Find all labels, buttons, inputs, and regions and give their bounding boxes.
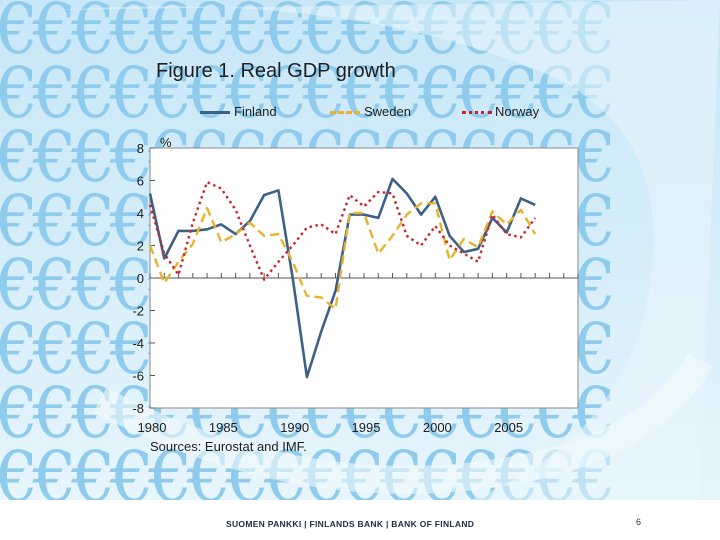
background-swoosh (60, 0, 720, 500)
y-tick-label: 2 (137, 239, 144, 254)
y-tick-label: 4 (137, 206, 144, 221)
footer-text: SUOMEN PANKKI | FINLANDS BANK | BANK OF … (226, 519, 475, 529)
series-line-sweden (148, 202, 537, 311)
x-tick-label: 1985 (209, 420, 238, 435)
y-tick-label: -4 (132, 336, 144, 351)
euro-glyph-row: €€€€€€€€€€€€€€€€ (0, 52, 617, 134)
y-tick-label: 0 (137, 271, 144, 286)
source-note: Sources: Eurostat and IMF. (150, 439, 307, 454)
x-tick-label: 1980 (138, 420, 167, 435)
gdp-line-chart: 8 6 4 2 0 -2 -4 -6 -8 1980 1985 1990 1995 2000 2005 (132, 141, 579, 435)
chart-legend: Finland Sweden Norway (0, 0, 720, 130)
y-tick-label: 8 (137, 141, 144, 156)
legend-label-sweden: Sweden (364, 104, 411, 119)
legend-swatch-norway (462, 111, 492, 114)
x-tick-label: 1990 (280, 420, 309, 435)
legend-label-finland: Finland (234, 104, 277, 119)
y-tick-label: -8 (132, 401, 144, 416)
y-tick-label: -2 (132, 304, 144, 319)
page-number: 6 (636, 517, 642, 527)
legend-swatch-sweden (330, 111, 360, 114)
y-tick-label: 6 (137, 174, 144, 189)
y-axis-unit-label: % (160, 135, 172, 150)
x-tick-label: 2000 (423, 420, 452, 435)
series-line-norway (148, 180, 537, 281)
legend-label-norway: Norway (495, 104, 540, 119)
x-tick-label: 1995 (352, 420, 381, 435)
x-tick-label: 2005 (494, 420, 523, 435)
legend-swatch-finland (200, 111, 230, 114)
chart-title: Figure 1. Real GDP growth (156, 60, 396, 82)
y-tick-label: -6 (132, 369, 144, 384)
